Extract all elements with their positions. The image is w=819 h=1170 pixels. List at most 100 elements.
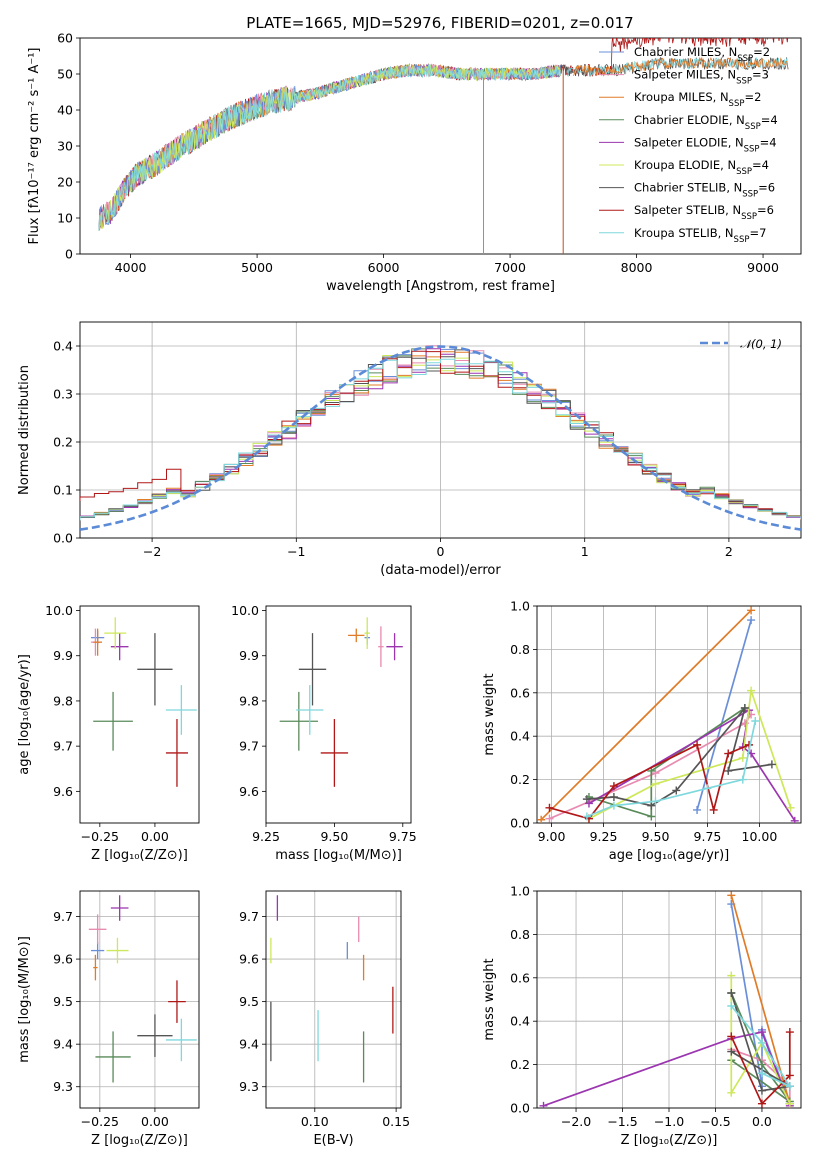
weight-marker — [537, 815, 546, 823]
x-tick-label: 0.10 — [301, 1114, 329, 1129]
x-tick-label: 6000 — [368, 260, 400, 275]
normal-curve — [80, 345, 801, 531]
x-tick-label: 9.25 — [252, 829, 280, 844]
errorbar-points — [270, 895, 394, 1083]
x-tick-label: −1.5 — [607, 1114, 637, 1129]
panel-massweight_vs_Z: −2.0 −1.5 −1.0 −0.5 0.0 0.0 0.2 0.4 0.6 0.8 1.0 Z [… — [482, 884, 802, 1148]
x-tick-label: 9.25 — [590, 829, 618, 844]
x-tick-label: 7000 — [494, 260, 526, 275]
y-tick-label: 9.7 — [239, 909, 259, 924]
plot-frame — [79, 37, 802, 255]
x-tick-label: −0.5 — [700, 1114, 730, 1129]
y-tick-label: 9.4 — [53, 1037, 73, 1052]
y-tick-label: 9.5 — [53, 994, 73, 1009]
x-tick-label: 5000 — [241, 260, 273, 275]
legend-entry: Kroupa MILES, NSSP=2 — [634, 90, 761, 109]
y-tick-label: 0.2 — [53, 435, 73, 450]
x-tick-label: 0.0 — [752, 1114, 772, 1129]
y-tick-label: 9.3 — [53, 1079, 73, 1094]
weight-marker — [757, 1086, 766, 1095]
weight-marker — [724, 766, 733, 775]
weight-lines — [537, 606, 799, 823]
y-tick-label: 9.7 — [53, 909, 73, 924]
panel-spectrum: 4000 5000 6000 7000 8000 9000 0 10 20 30 40 50 60 wav… — [27, 31, 802, 294]
plot-frame — [79, 605, 200, 824]
weight-marker — [785, 1082, 794, 1091]
legend: Chabrier MILES, NSSP=2 Salpeter MILES, NS… — [599, 45, 778, 245]
x-tick-label: 2 — [725, 544, 733, 559]
legend-entry: Salpeter MILES, NSSP=3 — [634, 68, 769, 87]
y-tick-label: 0.4 — [510, 729, 530, 744]
x-tick-label: 0 — [437, 544, 445, 559]
weight-marker — [785, 1071, 794, 1080]
weight-marker — [785, 1099, 794, 1108]
weight-marker — [740, 703, 749, 712]
x-tick-label: −0.25 — [81, 829, 119, 844]
weight-marker — [757, 1028, 766, 1037]
y-tick-label: 0.6 — [510, 970, 530, 985]
y-tick-label: 0.4 — [510, 1014, 530, 1029]
x-axis-label: Z [log₁₀(Z/Z⊙)] — [621, 1133, 718, 1148]
weight-marker — [727, 1047, 736, 1056]
spectrum-line — [566, 56, 788, 77]
weight-marker — [727, 1032, 736, 1041]
plot-frame — [265, 605, 412, 824]
weight-marker — [545, 814, 554, 823]
weight-marker — [757, 1060, 766, 1069]
y-tick-label: 10.0 — [231, 603, 259, 618]
weight-marker — [539, 1101, 548, 1108]
figure-title: PLATE=1665, MJD=52976, FIBERID=0201, z=0… — [246, 14, 633, 32]
y-tick-label: 1.0 — [510, 884, 530, 899]
legend: 𝒩(0, 1) — [700, 337, 782, 351]
weight-marker — [757, 1038, 766, 1047]
x-axis-label: age [log₁₀(age/yr)] — [609, 848, 730, 863]
weight-series — [588, 707, 746, 818]
x-tick-label: 10.00 — [742, 829, 778, 844]
weight-marker — [786, 803, 795, 812]
weight-series — [730, 895, 791, 1104]
y-tick-label: 9.9 — [239, 648, 259, 663]
panel-mass_vs_Z: −0.25 0.00 9.3 9.4 9.5 9.6 9.7 Z [log₁₀(Z/Z⊙)] m… — [17, 890, 200, 1148]
x-tick-label: −2 — [143, 544, 161, 559]
weight-marker — [727, 971, 736, 980]
weight-marker — [724, 749, 733, 758]
panel-age_vs_mass: 9.25 9.50 9.75 9.6 9.7 9.8 9.9 10.0 mass [log₁₀(… — [231, 603, 417, 863]
x-tick-label: −0.25 — [81, 1114, 119, 1129]
weight-marker — [609, 801, 618, 810]
panel-age_vs_Z: −0.25 0.00 9.6 9.7 9.8 9.9 10.0 Z [log₁₀(Z/Z⊙)]… — [17, 603, 200, 863]
weight-marker — [790, 816, 799, 823]
y-axis-label: mass weight — [482, 958, 497, 1040]
y-axis-label: age [log₁₀(age/yr)] — [17, 654, 32, 775]
x-tick-label: 9.00 — [538, 829, 566, 844]
x-axis-label: E(B-V) — [313, 1133, 353, 1148]
weight-marker — [609, 782, 618, 791]
plot-frame — [265, 890, 402, 1109]
weight-series — [586, 720, 757, 818]
x-axis-label: mass [log₁₀(M/M⊙)] — [275, 848, 402, 863]
y-tick-label: 40 — [57, 103, 73, 118]
weight-marker — [785, 1028, 794, 1037]
x-tick-label: 0.00 — [141, 829, 169, 844]
y-axis-label: Flux [fλ10⁻¹⁷ erg cm⁻² s⁻¹ A⁻¹] — [27, 48, 42, 245]
legend-entry: Kroupa STELIB, NSSP=7 — [634, 226, 766, 245]
weight-marker — [709, 805, 718, 814]
panel-massweight_vs_age: 9.00 9.25 9.50 9.75 10.00 0.0 0.2 0.4 0.6 0.8 1.0 a… — [482, 599, 802, 863]
y-tick-label: 1.0 — [510, 599, 530, 614]
weight-marker — [703, 784, 712, 793]
weight-marker — [647, 801, 656, 810]
weight-marker — [545, 803, 554, 812]
weight-marker — [609, 792, 618, 801]
y-tick-label: 9.6 — [53, 952, 73, 967]
y-tick-label: 0.3 — [53, 387, 73, 402]
x-axis-label: Z [log₁₀(Z/Z⊙)] — [91, 848, 188, 863]
x-tick-label: 0.15 — [382, 1114, 410, 1129]
weight-series — [549, 714, 752, 820]
y-tick-label: 60 — [57, 31, 73, 46]
weight-marker — [747, 606, 756, 615]
plot-frame — [79, 890, 200, 1109]
y-tick-label: 50 — [57, 67, 73, 82]
legend-entry: Salpeter ELODIE, NSSP=4 — [634, 135, 777, 154]
y-tick-label: 0.2 — [510, 1057, 530, 1072]
y-tick-label: 9.5 — [239, 994, 259, 1009]
legend-entry: Salpeter STELIB, NSSP=6 — [634, 203, 774, 222]
